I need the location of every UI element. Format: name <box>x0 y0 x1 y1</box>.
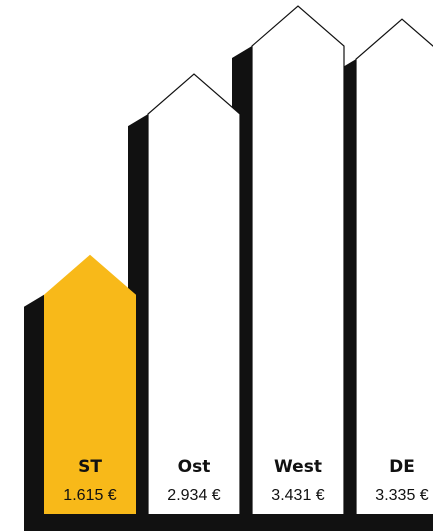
category-label-de: DE <box>389 457 415 477</box>
bar-foot-st <box>42 514 138 531</box>
bar-de <box>355 18 433 517</box>
value-label-west: 3.431 € <box>271 487 324 504</box>
value-label-ost: 2.934 € <box>167 487 220 504</box>
value-label-st: 1.615 € <box>63 487 116 504</box>
bar-foot-de <box>354 514 433 531</box>
bar-ost <box>147 73 241 517</box>
bar-st <box>44 254 136 516</box>
category-label-ost: Ost <box>178 457 211 477</box>
bar-foot-ost <box>146 514 242 531</box>
category-label-st: ST <box>78 457 102 477</box>
bar-west <box>251 5 345 517</box>
value-label-de: 3.335 € <box>375 487 428 504</box>
bar-shadow-st <box>24 294 44 531</box>
bar-foot-west <box>250 514 346 531</box>
category-label-west: West <box>274 457 322 477</box>
